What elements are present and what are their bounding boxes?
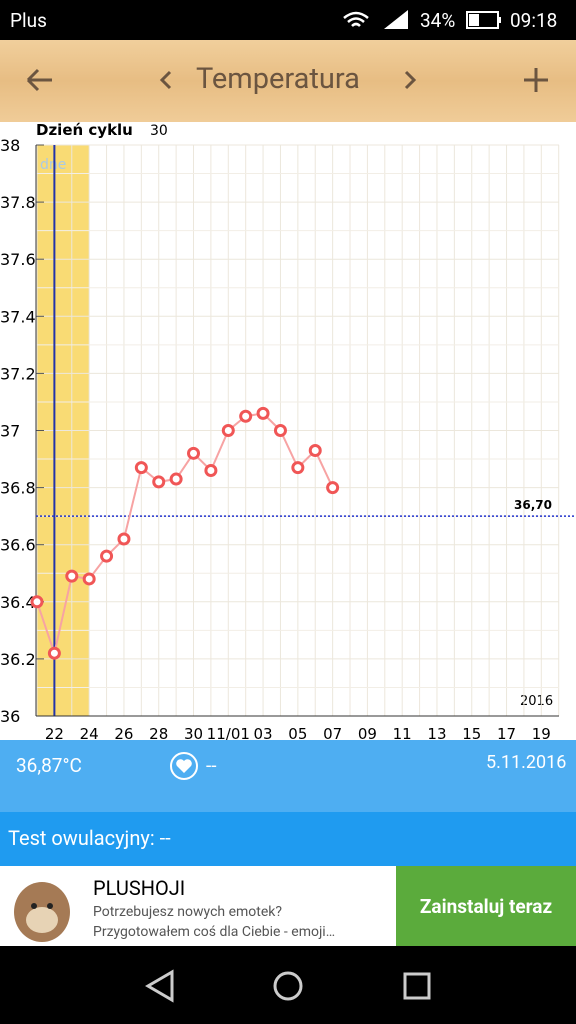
date: 5.11.2016	[486, 752, 567, 773]
x-tick-label: 30	[184, 725, 203, 740]
temperature-point	[47, 646, 61, 660]
temperature-point	[30, 595, 44, 609]
x-tick-label: 13	[427, 725, 446, 740]
battery-icon	[466, 11, 501, 29]
nav-bar	[0, 946, 576, 1024]
x-tick-label: 07	[323, 725, 342, 740]
nav-icons	[145, 969, 431, 1003]
battery: 34%	[420, 9, 456, 32]
prev-button[interactable]	[156, 68, 176, 92]
temperature-point	[273, 424, 287, 437]
temperature-point	[117, 532, 131, 546]
temperature-point	[256, 406, 270, 420]
x-tick-label: 22	[45, 725, 64, 740]
ovulation-test: Test owulacyjny: --	[8, 826, 171, 850]
heart-icon[interactable]	[168, 750, 200, 782]
temperature-point	[169, 472, 183, 486]
temperature-point	[204, 463, 218, 477]
temperature-point	[291, 461, 305, 475]
title: Temperatura	[196, 62, 360, 96]
temperature-point	[152, 475, 166, 489]
ad-image	[14, 882, 70, 942]
status-bar: Plus 34% 09:18	[0, 0, 576, 40]
faint-label: dne	[40, 157, 66, 173]
ad-title: PLUSHOJI	[93, 876, 186, 900]
ovulation-bar[interactable]: Test owulacyjny: --	[0, 812, 576, 866]
y-tick-label: 36.8	[0, 479, 36, 498]
temperature: 36,87°C	[16, 754, 82, 777]
y-tick-label: 38	[0, 136, 20, 155]
temperature-point	[134, 461, 148, 475]
cycle-day: 30	[150, 123, 168, 139]
x-tick-label: 11	[393, 725, 412, 740]
temperature-point	[308, 443, 322, 457]
x-tick-label: 03	[254, 725, 273, 740]
temperature-point	[326, 481, 340, 495]
app-header: Temperatura	[0, 40, 576, 122]
ad-line2: Przygotowałem coś dla Ciebie - emoji…	[93, 924, 336, 940]
temperature-point	[221, 424, 235, 437]
y-tick-label: 36.6	[0, 536, 36, 555]
x-tick-label: 28	[149, 725, 168, 740]
x-tick-label: 26	[114, 725, 133, 740]
x-tick-label: 17	[497, 725, 516, 740]
axis-header: Dzień cyklu	[36, 122, 133, 139]
y-tick-label: 36.4	[0, 593, 36, 612]
temperature-point	[82, 572, 96, 586]
heart-value: --	[206, 754, 217, 777]
y-tick-label: 37.4	[0, 307, 36, 326]
temperature-chart: Dzień cyklu 30 2016 dne 36 36.2 36.4 36.6 36.…	[0, 122, 576, 740]
temperature-point	[187, 446, 201, 460]
y-tick-label: 37.6	[0, 250, 36, 269]
year-label: 2016	[520, 694, 553, 709]
install-button[interactable]: Zainstaluj teraz	[396, 866, 576, 946]
ad-line1: Potrzebujesz nowych emotek?	[93, 904, 282, 920]
time: 09:18	[510, 9, 558, 32]
ad-banner[interactable]: PLUSHOJI Potrzebujesz nowych emotek? Prz…	[0, 866, 576, 946]
signal-icons	[343, 10, 408, 29]
x-tick-label: 05	[288, 725, 307, 740]
y-tick-label: 37.2	[0, 364, 36, 383]
y-tick-label: 36.2	[0, 650, 36, 669]
back-button[interactable]	[24, 64, 56, 96]
x-tick-label: 11/01	[207, 725, 250, 740]
y-tick-label: 37.8	[0, 193, 36, 212]
x-tick-label: 15	[462, 725, 481, 740]
next-button[interactable]	[400, 68, 420, 92]
temperature-point	[100, 549, 114, 563]
y-tick-label: 37	[0, 422, 20, 441]
temperature-point	[65, 569, 79, 583]
temperature-point	[239, 409, 253, 423]
x-tick-label: 19	[532, 725, 551, 740]
info-bar: 36,87°C -- 5.11.2016	[0, 740, 576, 812]
add-button[interactable]	[522, 66, 550, 94]
x-tick-label: 09	[358, 725, 377, 740]
x-tick-label: 24	[80, 725, 99, 740]
reference-label: 36,70	[514, 498, 552, 512]
y-tick-label: 36	[0, 707, 20, 726]
carrier: Plus	[10, 9, 47, 32]
